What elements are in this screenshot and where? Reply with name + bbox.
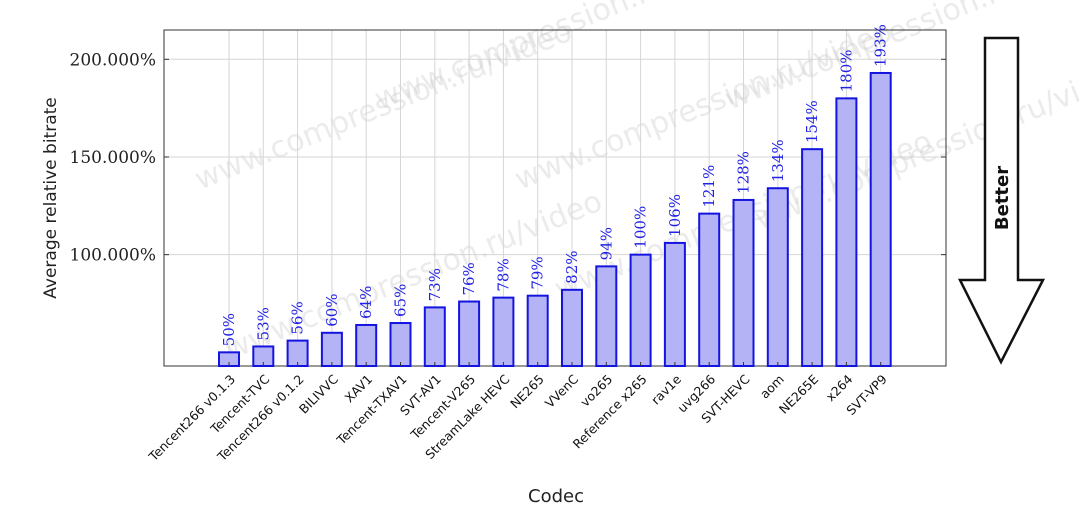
data-label: 154%	[803, 100, 821, 143]
data-label: 60%	[323, 293, 341, 326]
x-tick-label: aom	[757, 372, 787, 402]
data-label: 100%	[632, 206, 650, 249]
bar	[595, 265, 618, 368]
data-label: 65%	[392, 284, 410, 317]
x-axis-label: Codec	[528, 486, 584, 507]
bar	[732, 198, 755, 367]
y-axis-label: Average relative bitrate	[41, 97, 61, 298]
data-label: 193%	[872, 24, 890, 67]
y-tick-labels: 100.000% 150.000% 200.000%	[70, 50, 946, 266]
data-label: 53%	[254, 307, 272, 340]
bar	[355, 323, 378, 367]
plot-frame	[163, 29, 947, 367]
bar	[629, 253, 652, 368]
bar	[320, 331, 343, 368]
bar	[766, 187, 789, 367]
bar	[389, 322, 412, 367]
data-label: 134%	[769, 139, 787, 182]
better-label: Better	[992, 166, 1013, 230]
bar	[835, 97, 858, 367]
watermark-text: www.compression.ru/video	[220, 184, 607, 368]
bar	[663, 241, 686, 368]
down-arrow-icon	[957, 36, 1046, 365]
data-label: 79%	[529, 256, 547, 289]
x-tick-label: BILIVVC	[296, 371, 341, 416]
bar	[526, 294, 549, 367]
data-label: 106%	[666, 194, 684, 237]
data-label: 128%	[735, 151, 753, 194]
data-label: 78%	[494, 258, 512, 291]
data-label: 76%	[460, 262, 478, 295]
bars	[218, 71, 892, 368]
data-label: 82%	[563, 250, 581, 283]
better-arrow: Better	[957, 36, 1046, 365]
data-label: 73%	[426, 268, 444, 301]
data-label: 94%	[597, 227, 615, 260]
bar	[458, 300, 481, 367]
bar	[492, 296, 515, 367]
x-tick-label: VVenC	[542, 371, 581, 410]
bar	[869, 71, 892, 367]
y-tick-label: 200.000%	[70, 50, 156, 70]
data-label: 64%	[357, 286, 375, 319]
data-label: 56%	[289, 301, 307, 334]
data-label: 50%	[220, 313, 238, 346]
data-label: 121%	[700, 165, 718, 208]
x-tick-label: NE265	[507, 372, 547, 412]
bar	[561, 288, 583, 368]
y-tick-label: 150.000%	[70, 148, 156, 168]
bar	[698, 212, 721, 367]
y-tick-label: 100.000%	[70, 246, 156, 266]
bar	[801, 148, 824, 367]
bar	[423, 306, 446, 368]
data-labels: 50% 53% 56% 60% 64% 65% 73% 76% 78% 79% 82% 94% 100%…	[220, 24, 890, 346]
data-label: 180%	[837, 49, 855, 92]
